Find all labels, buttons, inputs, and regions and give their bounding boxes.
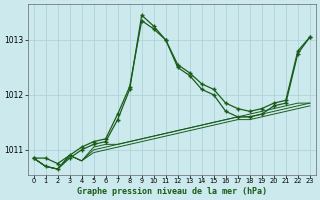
X-axis label: Graphe pression niveau de la mer (hPa): Graphe pression niveau de la mer (hPa)	[77, 187, 267, 196]
